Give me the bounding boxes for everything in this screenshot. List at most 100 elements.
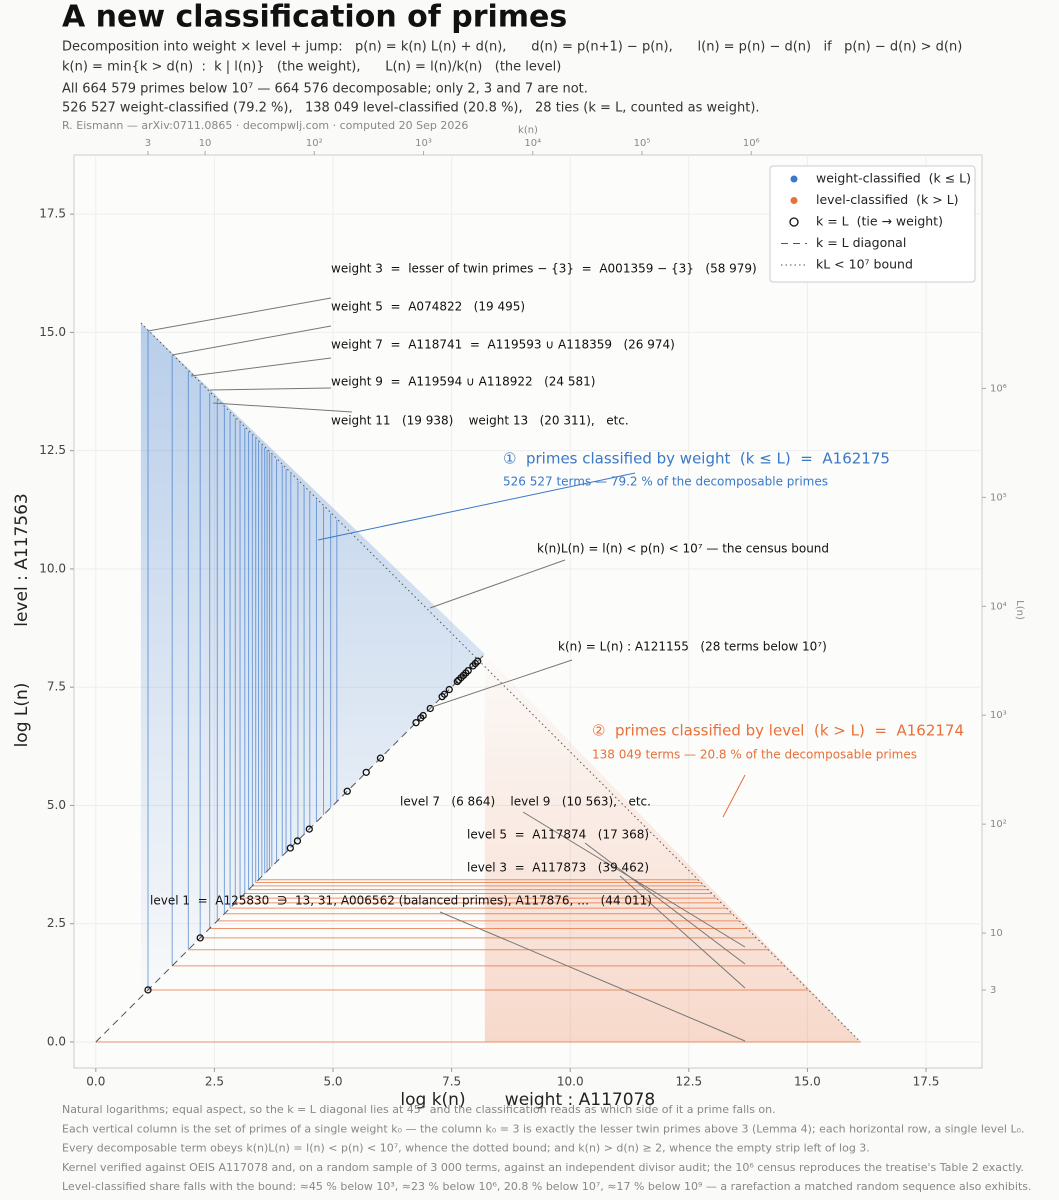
annotation: level 1 = A125830 ∋ 13, 31, A006562 (bal…: [150, 894, 652, 908]
top-tick-label: 10⁶: [743, 138, 760, 149]
leader-line: [584, 842, 746, 965]
x-tick-label: 12.5: [675, 1075, 702, 1089]
x-tick-label: 17.5: [913, 1075, 940, 1089]
note: Level-classified share falls with the bo…: [62, 1180, 1032, 1193]
legend-label: kL < 10⁷ bound: [816, 257, 913, 272]
note: Each vertical column is the set of prime…: [62, 1122, 1025, 1135]
subtitle: k(n) = min{k > d(n) : k | l(n)} (the wei…: [62, 60, 561, 75]
x-tick-label: 2.5: [205, 1075, 224, 1089]
y-tick-label: 12.5: [39, 443, 66, 457]
right-tick-label: 10⁵: [990, 492, 1007, 503]
bound-line: [140, 322, 861, 1043]
tie-point: [376, 754, 385, 762]
legend-label: weight-classified (k ≤ L): [816, 171, 971, 186]
y-tick-label: 10.0: [39, 561, 66, 575]
top-tick-label: 3: [145, 138, 151, 149]
leader-line: [209, 387, 332, 391]
weight-density: [140, 322, 485, 998]
leader-line: [190, 357, 332, 377]
top-tick-label: 10⁴: [524, 138, 541, 149]
x-axis-label: log k(n): [400, 1090, 465, 1110]
leader-line: [429, 559, 566, 609]
leader-line: [212, 402, 353, 413]
legend-marker: [790, 197, 798, 204]
y-axis-label: level : A117563: [12, 493, 32, 627]
stats: All 664 579 primes below 10⁷ — 664 576 d…: [62, 82, 588, 97]
y-tick-label: 0.0: [47, 1034, 66, 1048]
right-tick-label: 10³: [990, 710, 1007, 721]
y-axis-label: log L(n): [12, 683, 32, 748]
x-tick-label: 7.5: [442, 1075, 461, 1089]
x-tick-label: 15.0: [794, 1075, 821, 1089]
diagonal-line: [95, 653, 486, 1043]
leader-line: [439, 911, 746, 1042]
tie-point: [305, 825, 313, 833]
tie-point: [362, 768, 370, 776]
top-axis-label: k(n): [518, 125, 538, 136]
x-tick-label: 10.0: [557, 1075, 584, 1089]
x-axis-label: weight : A117078: [505, 1090, 655, 1110]
tie-point: [426, 704, 434, 713]
tie-point: [453, 677, 461, 686]
annotation: k(n) = L(n) : A121155 (28 terms below 10…: [558, 640, 827, 654]
y-tick-label: 2.5: [47, 916, 66, 930]
top-tick-label: 10³: [415, 138, 432, 149]
leader-line: [619, 875, 746, 989]
tie-point: [445, 685, 453, 694]
right-axis-label: L(n): [1014, 600, 1025, 620]
annotation: k(n)L(n) = l(n) < p(n) < 10⁷ — the censu…: [537, 542, 829, 556]
annotation: level 3 = A117873 (39 462): [467, 861, 649, 875]
y-tick-label: 17.5: [39, 207, 66, 221]
leader-line: [317, 472, 636, 541]
leader-line: [171, 325, 332, 356]
legend-box: [769, 165, 976, 283]
leader-line: [431, 659, 573, 708]
right-tick-label: 10⁴: [990, 601, 1007, 612]
tie-point: [286, 844, 294, 852]
tie-point: [464, 666, 472, 675]
annotation: weight 3 = lesser of twin primes − {3} =…: [331, 262, 757, 276]
annotation: weight 5 = A074822 (19 495): [331, 300, 525, 314]
right-tick-label: 10²: [990, 819, 1007, 830]
top-tick-label: 10²: [306, 138, 323, 149]
level-density: [484, 654, 861, 1042]
annotation: ② primes classified by level (k > L) = A…: [592, 722, 964, 740]
annotation: level 5 = A117874 (17 368): [467, 828, 649, 842]
y-tick-label: 7.5: [47, 680, 66, 694]
tie-point: [474, 657, 482, 665]
leader-line: [722, 774, 746, 818]
annotation: weight 9 = A119594 ∪ A118922 (24 581): [331, 375, 595, 389]
note: Kernel verified against OEIS A117078 and…: [62, 1161, 1024, 1174]
y-tick-label: 5.0: [47, 798, 66, 812]
tie-point: [440, 690, 449, 698]
subtitle: Decomposition into weight × level + jump…: [62, 40, 962, 55]
tie-point: [343, 787, 351, 795]
stats: 526 527 weight-classified (79.2 %), 138 …: [62, 101, 760, 116]
right-tick-label: 10: [990, 928, 1003, 939]
annotation: weight 11 (19 938) weight 13 (20 311), e…: [331, 414, 629, 428]
top-tick-label: 10: [199, 138, 212, 149]
legend-marker: [790, 175, 798, 183]
tie-point: [144, 986, 152, 994]
annotation: 526 527 terms — 79.2 % of the decomposab…: [503, 475, 828, 489]
annotation: ① primes classified by weight (k ≤ L) = …: [503, 450, 890, 468]
top-tick-label: 10⁵: [634, 138, 651, 149]
x-tick-label: 5.0: [323, 1075, 342, 1089]
tie-point: [419, 711, 427, 720]
annotation: level 7 (6 864) level 9 (10 563), etc.: [400, 795, 651, 809]
right-tick-label: 3: [990, 985, 996, 996]
note: Every decomposable term obeys k(n)L(n) =…: [62, 1142, 870, 1155]
y-tick-label: 15.0: [39, 325, 66, 339]
note: Natural logarithms; equal aspect, so the…: [62, 1103, 776, 1116]
annotation: weight 7 = A118741 = A119593 ∪ A118359 (…: [331, 338, 675, 352]
leader-line: [147, 297, 332, 332]
legend-label: k = L diagonal: [816, 235, 906, 250]
legend-label: level-classified (k > L): [816, 192, 959, 207]
tie-point: [293, 837, 302, 845]
x-tick-label: 0.0: [86, 1075, 105, 1089]
annotation: 138 049 terms — 20.8 % of the decomposab…: [592, 748, 917, 762]
legend-marker: [789, 217, 799, 227]
credit: R. Eismann — arXiv:0711.0865 · decompwlj…: [62, 119, 468, 132]
legend-label: k = L (tie → weight): [816, 214, 943, 229]
